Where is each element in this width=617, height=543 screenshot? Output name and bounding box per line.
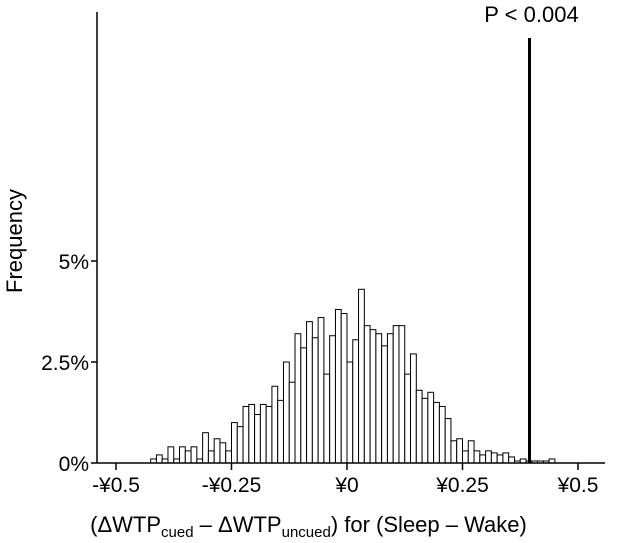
histogram-bar: [456, 438, 464, 464]
histogram-bar: [490, 452, 498, 464]
histogram-bar: [248, 403, 256, 464]
histogram-bar: [288, 381, 296, 464]
x-tick-label: ¥0: [334, 474, 358, 497]
histogram-bar: [190, 446, 198, 464]
histogram-bar: [259, 403, 267, 464]
x-axis-ticks: -¥0.5 -¥0.25 ¥0 ¥0.25 ¥0.5: [92, 463, 598, 497]
histogram-bar: [392, 325, 400, 464]
histogram-bar: [496, 454, 504, 464]
histogram-bar: [479, 454, 487, 464]
histogram-bar: [277, 399, 284, 464]
histogram-bar: [219, 442, 227, 464]
histogram-bar: [433, 401, 440, 464]
histogram-bar: [179, 446, 186, 464]
histogram-bar: [508, 456, 515, 464]
histogram-bar: [334, 308, 342, 464]
x-axis-title-suffix: ) for (Sleep – Wake): [330, 512, 527, 537]
histogram-bar: [363, 325, 371, 464]
histogram-bar: [340, 313, 348, 464]
x-axis-title-sub-cued: cued: [161, 524, 194, 541]
histogram-bar: [311, 337, 319, 464]
histogram-bar: [502, 452, 510, 464]
significance-label: P < 0.004: [484, 2, 578, 27]
histogram-bar: [381, 345, 388, 464]
histogram-bar: [346, 361, 354, 464]
histogram-bar: [282, 361, 290, 464]
histogram-bar: [358, 288, 365, 464]
histogram-bar: [473, 450, 481, 464]
histogram-bar: [410, 353, 417, 464]
histogram-bar: [404, 373, 412, 464]
x-axis-title-sub-uncued: uncued: [281, 524, 331, 541]
x-axis-title: (ΔWTPcued – ΔWTPuncued) for (Sleep – Wak…: [0, 512, 617, 541]
histogram-bar: [167, 446, 175, 464]
histogram-bar: [438, 405, 446, 464]
histogram-bar: [386, 333, 394, 464]
histogram-bar: [207, 450, 215, 464]
x-tick-label: -¥0.25: [202, 474, 262, 497]
histogram-bar: [450, 440, 458, 464]
histogram-bar: [485, 450, 492, 464]
x-tick-label: ¥0.25: [435, 474, 489, 497]
histogram-bar: [184, 450, 192, 464]
histogram-bar: [242, 405, 250, 464]
histogram-bar: [225, 450, 233, 464]
y-tick-label: 5%: [59, 251, 89, 274]
histogram-bar: [202, 432, 209, 464]
histogram-bar: [213, 438, 221, 464]
histogram-bar: [467, 440, 475, 464]
histogram-bar: [398, 325, 406, 464]
histogram-bar: [231, 422, 238, 464]
histogram-bar: [329, 335, 336, 464]
x-axis-title-middle: – ΔWTP: [193, 512, 282, 537]
histogram-bar: [323, 373, 331, 464]
histogram-bar: [155, 454, 163, 464]
y-tick-label: 2.5%: [41, 352, 89, 375]
histogram-bar: [369, 329, 377, 464]
histogram-bar: [300, 347, 308, 464]
histogram-bar: [462, 450, 469, 464]
x-tick-label: -¥0.5: [92, 474, 140, 497]
histogram-bar: [271, 385, 279, 464]
histogram-bar: [444, 418, 452, 464]
histogram-bar: [421, 397, 429, 464]
histogram-bar: [306, 321, 313, 464]
histogram-bar: [236, 426, 244, 464]
histogram-bar: [317, 317, 325, 464]
y-axis-title: Frequency: [2, 189, 27, 293]
histogram-bar: [265, 405, 273, 464]
x-axis-title-prefix: (ΔWTP: [90, 512, 162, 537]
histogram-bar: [352, 339, 360, 464]
histogram-bar: [254, 414, 261, 464]
histogram-bar: [427, 391, 435, 464]
histogram-bar: [294, 333, 302, 464]
histogram-bar: [375, 333, 383, 464]
y-axis-ticks: 0% 2.5% 5%: [41, 251, 97, 476]
x-tick-label: ¥0.5: [557, 474, 599, 497]
histogram-bars: [150, 288, 556, 464]
histogram-bar: [415, 389, 423, 464]
y-tick-label: 0%: [59, 453, 89, 476]
